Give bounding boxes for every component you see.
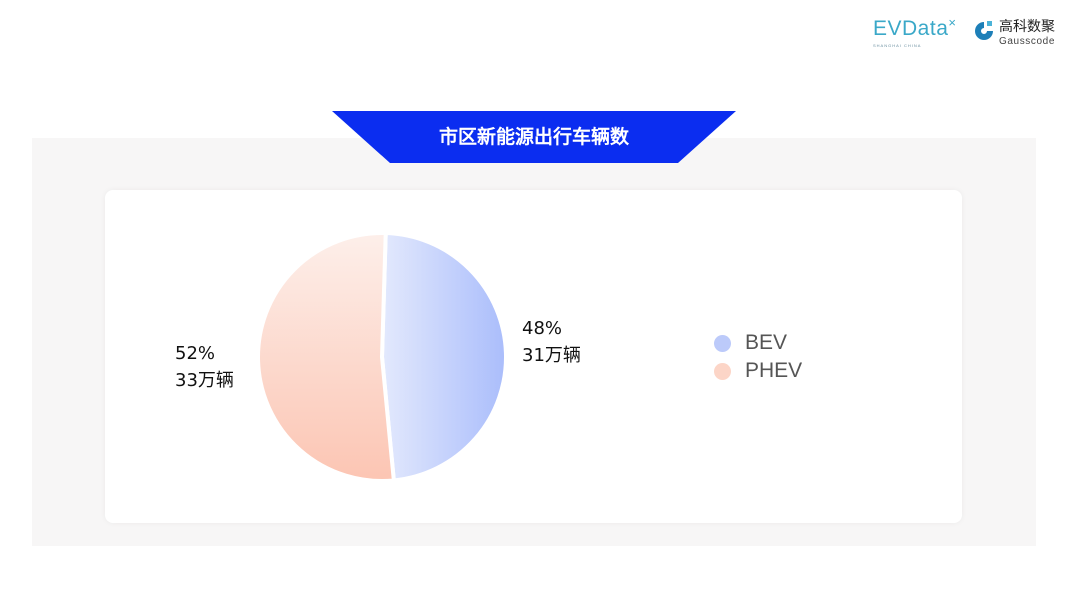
evdata-logo-subtitle: SHANGHAI CHINA bbox=[873, 43, 922, 48]
pie-slice-phev bbox=[256, 231, 397, 483]
evdata-logo-wordmark: EVData× bbox=[873, 15, 957, 40]
legend-item-phev: PHEV bbox=[714, 360, 802, 382]
chart-title-banner: 市区新能源出行车辆数 bbox=[332, 111, 736, 163]
gausscode-logo-icon bbox=[975, 21, 993, 40]
evdata-logo: EVData× SHANGHAI CHINA bbox=[873, 15, 957, 48]
bev-legend-dot bbox=[714, 334, 731, 352]
gausscode-logo-cn: 高科数聚 bbox=[999, 19, 1055, 35]
phev-data-label: 52% 33万辆 bbox=[175, 343, 234, 391]
gausscode-logo: 高科数聚 Gausscode bbox=[972, 19, 1055, 47]
bev-data-label: 48% 31万辆 bbox=[522, 318, 581, 366]
pie-slice-bev bbox=[379, 230, 508, 483]
gausscode-logo-en: Gausscode bbox=[999, 36, 1055, 47]
evdata-x-mark: × bbox=[948, 15, 957, 30]
chart-card bbox=[105, 190, 962, 523]
legend-item-bev: BEV bbox=[714, 332, 787, 354]
phev-legend-dot bbox=[714, 362, 731, 380]
chart-title: 市区新能源出行车辆数 bbox=[438, 126, 629, 148]
